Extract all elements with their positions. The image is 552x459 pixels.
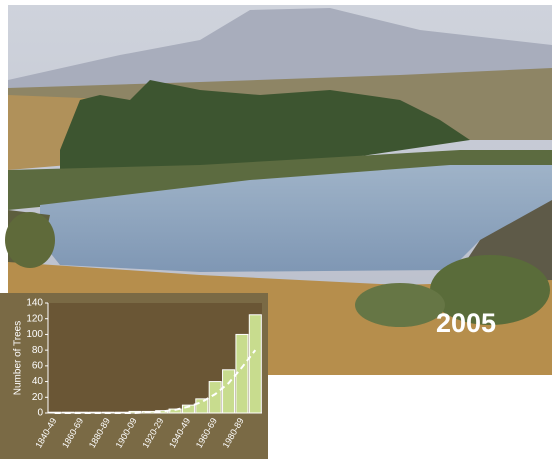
y-tick-label: 120 [26, 313, 43, 324]
chart-inset: Number of Trees 0204060801001201401840-4… [0, 293, 268, 459]
bar [208, 381, 222, 414]
bar [248, 314, 262, 414]
y-tick-label: 40 [32, 376, 44, 387]
bar [222, 369, 236, 414]
y-axis-label: Number of Trees [13, 321, 24, 395]
y-tick-label: 80 [32, 345, 44, 356]
bar [181, 404, 195, 414]
y-tick-label: 20 [32, 392, 44, 403]
photo: 2005 [5, 5, 552, 375]
bar [195, 398, 209, 414]
year-label: 2005 [436, 308, 496, 338]
y-tick-label: 0 [37, 408, 43, 419]
y-tick-label: 60 [32, 360, 44, 371]
y-tick-label: 140 [26, 298, 43, 309]
trend-line [54, 349, 257, 414]
y-tick-label: 100 [26, 329, 43, 340]
